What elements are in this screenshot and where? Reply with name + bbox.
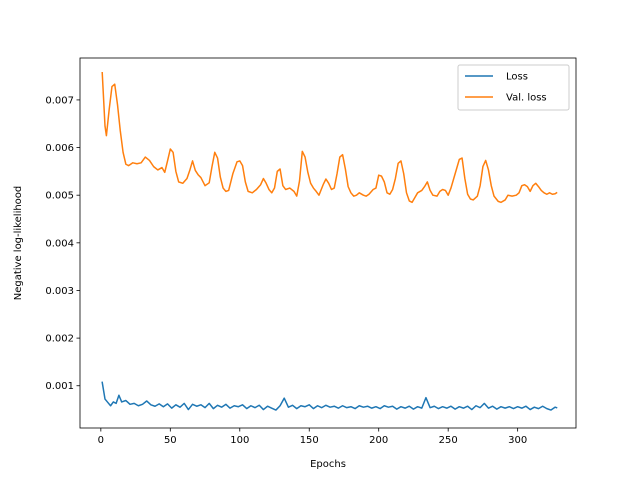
legend-label: Val. loss: [506, 93, 547, 104]
y-axis-label: Negative log-likelihood: [13, 186, 24, 301]
series-line-loss: [101, 381, 558, 411]
y-tick-label: 0.006: [45, 143, 74, 154]
y-tick-label: 0.004: [45, 238, 74, 249]
series-layer: [101, 71, 558, 411]
x-tick-label: 300: [508, 435, 527, 446]
x-tick-label: 200: [369, 435, 388, 446]
x-axis-label: Epochs: [310, 459, 346, 470]
y-tick-label: 0.002: [45, 334, 74, 345]
legend: Loss Val. loss: [457, 64, 570, 111]
x-axis-ticks: 0 50 100 150 200 250 300: [98, 428, 527, 446]
x-tick-label: 150: [300, 435, 319, 446]
x-tick-label: 250: [439, 435, 458, 446]
x-tick-label: 100: [230, 435, 249, 446]
legend-label: Loss: [506, 72, 528, 83]
y-tick-label: 0.001: [45, 381, 74, 392]
y-axis-ticks: 0.001 0.002 0.003 0.004 0.005 0.006 0.007: [45, 95, 80, 392]
y-tick-label: 0.003: [45, 286, 74, 297]
series-line-val-loss: [101, 71, 558, 204]
y-tick-label: 0.007: [45, 95, 74, 106]
y-tick-label: 0.005: [45, 191, 74, 202]
x-tick-label: 0: [98, 435, 104, 446]
x-tick-label: 50: [164, 435, 177, 446]
